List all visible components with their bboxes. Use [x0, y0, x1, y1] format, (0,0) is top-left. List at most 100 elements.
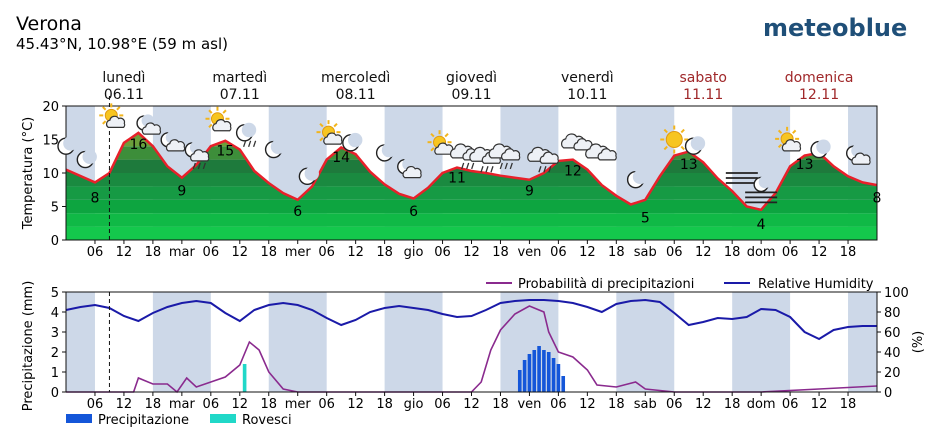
x-tick-label: 12	[579, 397, 596, 412]
cloud-shape	[165, 139, 186, 152]
cloud-icon	[851, 152, 871, 165]
rain-drop	[509, 162, 513, 170]
legend-swatch-showers	[210, 414, 236, 423]
cloud-shape	[781, 139, 802, 152]
moon-shadow	[758, 175, 772, 189]
cloud-icon	[323, 132, 343, 145]
rain-icon	[538, 166, 552, 173]
weather-icons	[57, 103, 871, 204]
x-tick-label: dom	[747, 397, 776, 412]
moon-icon	[235, 122, 257, 142]
cloud-icon	[501, 148, 521, 161]
sun-ray	[208, 109, 213, 114]
moon-shadow	[241, 122, 257, 138]
shower-bar	[242, 364, 247, 392]
x-tick-label: 12	[695, 397, 712, 412]
day-date: 12.11	[799, 87, 839, 103]
temperature-value: 14	[332, 150, 350, 166]
sun-cloud-icon	[316, 120, 343, 145]
temperature-value: 13	[680, 157, 698, 173]
day-date: 10.11	[567, 87, 607, 103]
moon-icon	[264, 139, 286, 159]
rain-drop	[471, 162, 475, 170]
cloud-icon	[212, 119, 232, 132]
sun-ray	[792, 129, 797, 134]
moon-icon	[626, 169, 648, 189]
cloud-shape	[539, 151, 559, 164]
legend-label-probability: Probabilità di precipitazioni	[518, 277, 694, 292]
x-tick-label: ven	[517, 397, 541, 412]
moon-cloud-icon	[845, 144, 871, 165]
legend-label-showers: Rovesci	[242, 413, 292, 428]
temperature-axis-label: Temperatura (°C)	[21, 117, 36, 230]
precipitation-bar	[537, 346, 541, 392]
moon-cloud-icon	[136, 114, 162, 135]
moon-shadow	[348, 132, 363, 148]
x-tick-label: dom	[747, 245, 776, 260]
day-name: giovedì	[446, 70, 497, 86]
x-tick-label: 06	[550, 245, 567, 260]
moon-icon	[342, 132, 363, 152]
precipitation-bar	[542, 350, 546, 392]
night-band	[732, 292, 791, 392]
day-date: 09.11	[451, 87, 491, 103]
temperature-value: 12	[564, 164, 582, 180]
x-tick-label: 12	[232, 397, 249, 412]
moon-rain-icon	[235, 122, 257, 148]
x-tick-label: 18	[492, 397, 509, 412]
night-band	[152, 292, 211, 392]
y2-tick-label: 100	[884, 286, 909, 301]
rain-icon	[480, 166, 494, 173]
sun-ray	[444, 133, 449, 138]
precipitation-bar	[546, 352, 551, 392]
legend-swatch-precipitation	[66, 414, 92, 423]
line-legend: Probabilità di precipitazioni Relative Hu…	[486, 277, 874, 292]
x-tick-label: ven	[517, 245, 541, 260]
day-name: venerdì	[561, 70, 614, 86]
day-date: 06.11	[104, 87, 144, 103]
sun-cloud-icon	[427, 130, 454, 155]
moon-shadow	[381, 142, 397, 158]
y-tick-label: 5	[51, 286, 59, 301]
precipitation-bar	[551, 358, 556, 392]
cloud-icon	[561, 133, 593, 151]
temperature-value: 11	[448, 170, 466, 186]
rain-drop	[504, 162, 508, 170]
x-tick-label: 06	[87, 397, 104, 412]
x-tick-label: 18	[608, 245, 625, 260]
moon-icon	[298, 166, 319, 186]
moon-icon	[298, 166, 319, 186]
y-tick-label: 4	[51, 306, 59, 321]
temperature-value: 4	[757, 217, 766, 233]
temperature-line	[65, 131, 878, 212]
cloud-icon	[165, 139, 186, 152]
day-name: lunedì	[102, 70, 145, 86]
cloud-icon	[402, 165, 422, 179]
x-tick-label: mer	[285, 245, 312, 260]
cloud-shape	[402, 165, 422, 179]
day-name: domenica	[785, 70, 854, 86]
precipitation-axis-label: Precipitazione (mm)	[21, 281, 36, 412]
cloud-icon	[781, 139, 802, 152]
cloud-shape	[501, 148, 521, 161]
temperature-value: 16	[129, 137, 147, 153]
cloud-icon	[539, 151, 559, 164]
rain-icon	[461, 162, 475, 170]
sun-ray	[319, 122, 324, 128]
cloud-shape	[212, 119, 232, 132]
x-tick-label: 06	[666, 397, 683, 412]
rain-icon	[192, 162, 206, 170]
x-tick-label: mer	[285, 397, 312, 412]
temperature-value: 8	[873, 190, 882, 206]
moon-icon	[753, 175, 772, 193]
x-tick-label: 18	[840, 245, 857, 260]
x-tick-label: 12	[463, 245, 480, 260]
night-band	[616, 292, 675, 392]
cloud-shape	[106, 115, 126, 128]
day-date: 08.11	[336, 87, 376, 103]
temperature-panel: 0 5 10 15 20 06 12 18 mar 06 12 18 mer 06 12 18 gio 06 12 1…	[21, 96, 881, 260]
rain-drop	[461, 162, 465, 170]
cloud-icon	[597, 148, 617, 161]
x-tick-label: 12	[347, 245, 364, 260]
rain-drop	[252, 140, 257, 148]
